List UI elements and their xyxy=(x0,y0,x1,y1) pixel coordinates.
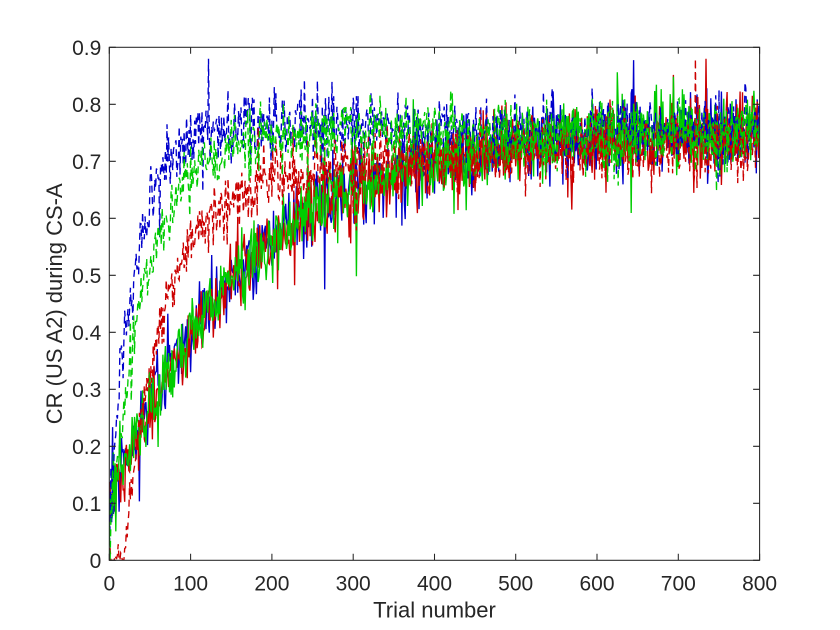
svg-text:0: 0 xyxy=(90,550,102,573)
svg-text:0.8: 0.8 xyxy=(72,94,101,117)
svg-text:0.1: 0.1 xyxy=(72,493,101,516)
svg-text:400: 400 xyxy=(417,573,452,596)
svg-text:0.9: 0.9 xyxy=(72,37,101,60)
svg-text:CR (US A2) during CS-A: CR (US A2) during CS-A xyxy=(42,183,67,424)
svg-text:0.7: 0.7 xyxy=(72,151,101,174)
svg-text:800: 800 xyxy=(742,573,777,596)
svg-text:0.4: 0.4 xyxy=(72,322,102,345)
svg-text:600: 600 xyxy=(579,573,614,596)
svg-text:0: 0 xyxy=(103,573,115,596)
svg-text:700: 700 xyxy=(661,573,696,596)
svg-text:500: 500 xyxy=(498,573,533,596)
svg-text:200: 200 xyxy=(254,573,289,596)
svg-text:Trial number: Trial number xyxy=(373,598,496,623)
svg-text:0.3: 0.3 xyxy=(72,379,101,402)
svg-text:0.5: 0.5 xyxy=(72,265,101,288)
svg-text:100: 100 xyxy=(173,573,208,596)
svg-text:0.6: 0.6 xyxy=(72,208,101,231)
svg-text:0.2: 0.2 xyxy=(72,436,101,459)
svg-text:300: 300 xyxy=(336,573,371,596)
